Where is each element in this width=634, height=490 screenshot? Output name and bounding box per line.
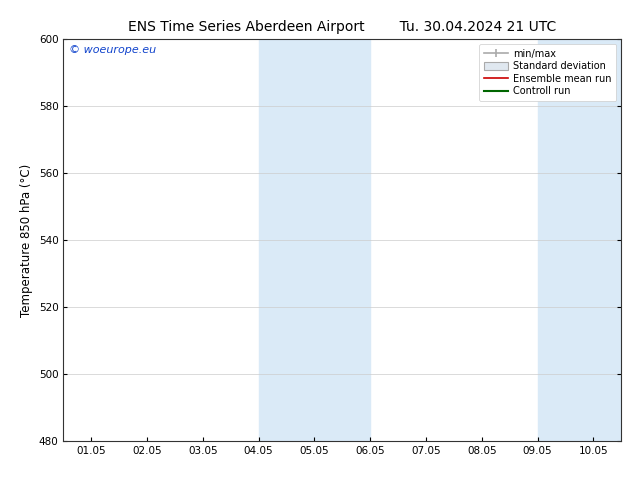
Y-axis label: Temperature 850 hPa (°C): Temperature 850 hPa (°C) (20, 164, 33, 317)
Title: ENS Time Series Aberdeen Airport        Tu. 30.04.2024 21 UTC: ENS Time Series Aberdeen Airport Tu. 30.… (128, 20, 557, 34)
Bar (538, 39, 634, 441)
Text: © woeurope.eu: © woeurope.eu (69, 45, 156, 55)
Bar (259, 39, 370, 441)
Legend: min/max, Standard deviation, Ensemble mean run, Controll run: min/max, Standard deviation, Ensemble me… (479, 44, 616, 101)
